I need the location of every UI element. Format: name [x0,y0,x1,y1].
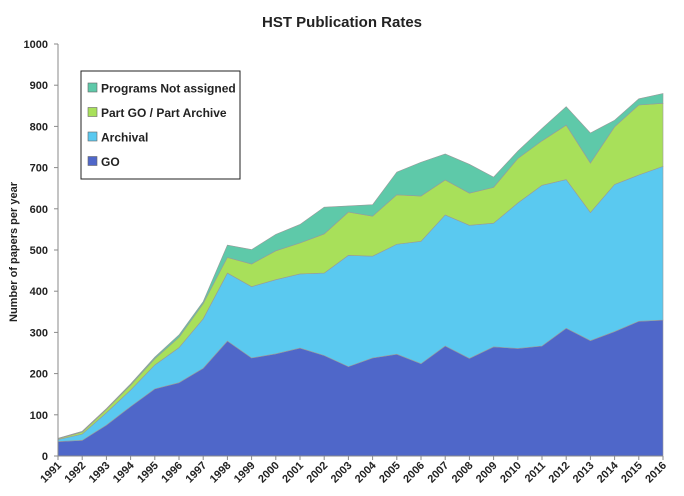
y-tick-label: 900 [30,80,48,92]
x-tick-label: 2003 [329,460,355,486]
y-tick-label: 600 [30,204,48,216]
legend-label: Part GO / Part Archive [101,106,227,120]
x-tick-label: 2004 [353,459,379,485]
legend-swatch [87,107,98,117]
x-tick-label: 2015 [619,460,645,486]
y-ticks-group: 0 100 200 300 400 500 600 700 800 900 1000 [24,39,58,463]
y-tick-label: 800 [30,121,48,133]
x-tick-label: 2000 [256,460,282,486]
x-tick-label: 2010 [498,460,524,486]
x-tick-label: 1991 [38,460,64,486]
legend-swatch [87,131,98,142]
x-tick-label: 2002 [305,460,331,486]
x-ticks-group: 1991199219931994199519961997199819992000… [38,456,669,485]
legend-swatch [87,82,98,93]
x-tick-label: 2007 [426,460,452,486]
legend-label: Archival [101,131,148,145]
x-tick-label: 1995 [135,460,161,486]
legend-swatch [87,156,98,166]
area-series-group [57,93,664,457]
y-tick-label: 100 [30,410,48,422]
x-tick-label: 2008 [450,460,476,486]
y-tick-label: 0 [42,451,48,463]
legend-box [80,70,241,180]
x-tick-label: 1992 [63,460,89,486]
y-tick-label: 400 [30,286,48,298]
x-tick-label: 1997 [184,460,210,486]
x-tick-label: 2001 [280,460,306,486]
chart-title: HST Publication Rates [262,14,422,31]
x-tick-label: 2005 [377,460,403,486]
y-tick-label: 200 [30,369,48,381]
legend-label: GO [101,155,120,169]
x-tick-label: 2006 [401,460,427,486]
x-tick-label: 2013 [571,460,597,486]
legend: Programs Not assigned Part GO / Part Arch… [80,70,241,180]
x-tick-label: 1996 [159,460,185,486]
x-tick-label: 2009 [474,460,500,486]
y-tick-label: 1000 [24,39,48,51]
y-tick-label: 300 [30,327,48,339]
legend-label: Programs Not assigned [101,82,236,96]
y-tick-label: 700 [30,163,48,175]
y-axis-label: Number of papers per year [8,181,20,322]
x-tick-label: 2011 [523,460,548,485]
x-tick-label: 1994 [111,459,137,485]
x-tick-label: 2012 [547,460,573,486]
x-tick-label: 1993 [87,460,113,486]
area-series-programs-not-assigned [57,93,664,440]
x-tick-label: 2014 [595,459,621,485]
x-tick-label: 1998 [208,460,234,486]
y-tick-label: 500 [30,245,48,257]
x-tick-label: 1999 [232,460,258,486]
x-tick-label: 2016 [643,460,669,486]
